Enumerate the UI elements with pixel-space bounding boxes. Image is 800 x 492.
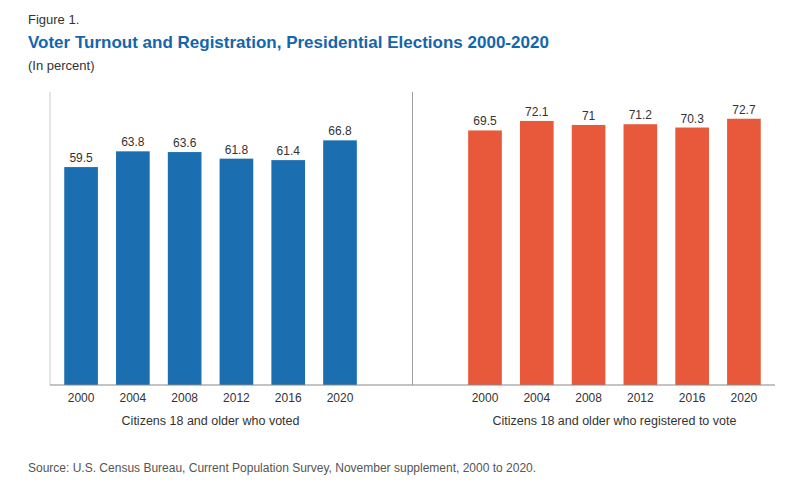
x-tick-label: 2012 xyxy=(223,391,250,405)
bar xyxy=(572,125,606,385)
labels: 59.5 63.8 63.6 61.8 61.4 66.8 2000 2004 2008 2012… xyxy=(68,103,758,428)
data-label: 61.4 xyxy=(277,144,301,158)
bar xyxy=(468,130,502,385)
y-axis-line xyxy=(50,92,51,385)
bar xyxy=(323,140,357,385)
title: Voter Turnout and Registration, Presiden… xyxy=(28,33,549,52)
x-tick-label: 2020 xyxy=(327,391,354,405)
data-label: 63.6 xyxy=(173,136,197,150)
x-axis-line xyxy=(50,385,775,386)
x-tick-label: 2016 xyxy=(275,391,302,405)
group-label: Citizens 18 and older who voted xyxy=(122,414,300,428)
chart: Figure 1. Voter Turnout and Registration,… xyxy=(0,0,800,492)
bar xyxy=(220,159,254,385)
data-label: 69.5 xyxy=(473,114,497,128)
x-tick-label: 2020 xyxy=(731,391,758,405)
bar xyxy=(271,160,305,385)
x-tick-label: 2016 xyxy=(679,391,706,405)
group-label: Citizens 18 and older who registered to … xyxy=(493,414,737,428)
x-tick-label: 2008 xyxy=(171,391,198,405)
data-label: 72.1 xyxy=(525,105,549,119)
bar xyxy=(727,119,761,385)
data-label: 66.8 xyxy=(328,124,352,138)
bar xyxy=(520,121,554,385)
bars xyxy=(64,119,761,385)
figure-label: Figure 1. xyxy=(28,12,79,27)
bar xyxy=(64,167,98,385)
data-label: 59.5 xyxy=(69,151,93,165)
source-note: Source: U.S. Census Bureau, Current Popu… xyxy=(28,461,536,475)
data-label: 71.2 xyxy=(629,108,653,122)
data-label: 63.8 xyxy=(121,135,145,149)
x-tick-label: 2012 xyxy=(627,391,654,405)
data-label: 61.8 xyxy=(225,143,249,157)
data-label: 70.3 xyxy=(680,112,704,126)
subtitle: (In percent) xyxy=(28,58,94,73)
bar xyxy=(116,151,150,385)
data-label: 71 xyxy=(582,109,596,123)
bar xyxy=(675,128,709,385)
bar xyxy=(168,152,202,385)
x-tick-label: 2004 xyxy=(120,391,147,405)
x-tick-label: 2004 xyxy=(523,391,550,405)
data-label: 72.7 xyxy=(732,103,756,117)
group-divider xyxy=(412,92,413,385)
bar xyxy=(624,124,658,385)
x-tick-label: 2008 xyxy=(575,391,602,405)
x-tick-label: 2000 xyxy=(472,391,499,405)
x-tick-label: 2000 xyxy=(68,391,95,405)
